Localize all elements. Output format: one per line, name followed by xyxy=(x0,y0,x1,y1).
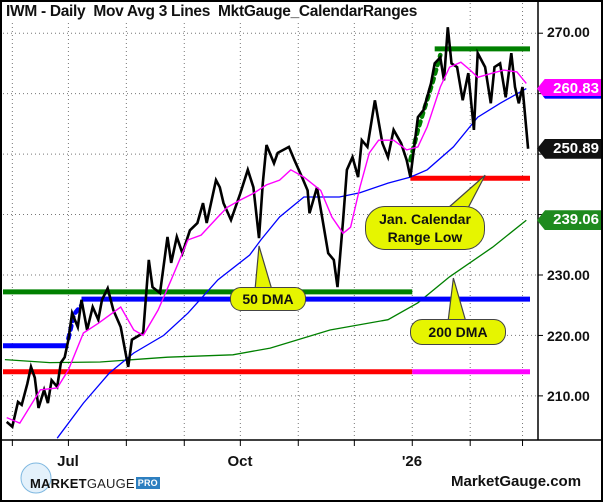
last-price-tag: 250.89 xyxy=(537,138,601,159)
price-line xyxy=(5,27,530,430)
chart-title: IWM - Daily Mov Avg 3 Lines MktGauge_Cal… xyxy=(6,3,420,21)
ma50-value-tag: 260.83 xyxy=(537,78,601,99)
x-tick-label: Oct xyxy=(227,453,253,470)
y-tick-label: 210.00 xyxy=(547,388,590,404)
ma50-line xyxy=(56,88,527,439)
ma200-line xyxy=(4,219,527,364)
marketgauge-pro-logo: MARKETGAUGE PRO xyxy=(30,476,160,491)
annotation-jan-calendar-range-low: Jan. Calendar Range Low xyxy=(365,206,485,250)
x-tick-label: Jul xyxy=(57,453,79,470)
y-tick-label: 230.00 xyxy=(547,267,590,283)
site-name: MarketGauge.com xyxy=(451,473,582,490)
annotation-200-dma: 200 DMA xyxy=(410,319,506,345)
x-tick-label: '26 xyxy=(401,453,423,470)
ma200-value-tag: 239.06 xyxy=(537,210,601,231)
globe-icon xyxy=(20,462,52,494)
ma20-line xyxy=(6,61,527,424)
y-tick-label: 270.00 xyxy=(547,24,590,40)
annotation-50-dma: 50 DMA xyxy=(230,287,306,311)
y-tick-label: 220.00 xyxy=(547,328,590,344)
